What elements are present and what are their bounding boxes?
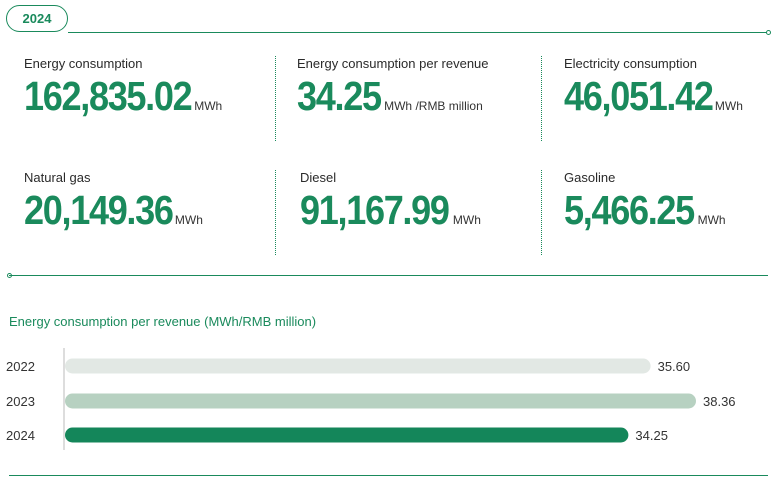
metric-unit: MWh [714, 99, 743, 113]
column-separator [275, 56, 276, 141]
category-label: 2023 [6, 394, 35, 409]
metric-value: 46,051.42 [564, 73, 714, 119]
top-divider-end-dot [766, 30, 771, 35]
bar [65, 393, 696, 409]
metric-label: Energy consumption [24, 56, 143, 71]
column-separator [541, 170, 542, 255]
bar [65, 427, 629, 443]
metric-value: 91,167.99 [300, 187, 450, 233]
bar [65, 358, 651, 374]
metric-label: Electricity consumption [564, 56, 697, 71]
metric-value: 34.25 [297, 73, 382, 119]
metric-energy-consumption: Energy consumption 162,835.02 MWh [24, 56, 222, 120]
metric-natural-gas: Natural gas 20,149.36 MWh [24, 170, 203, 234]
metric-gasoline: Gasoline 5,466.25 MWh [564, 170, 726, 234]
metric-unit: MWh [452, 213, 481, 227]
metric-energy-consumption-per-revenue: Energy consumption per revenue 34.25 MWh… [297, 56, 489, 120]
year-badge: 2024 [6, 5, 68, 32]
chart-title: Energy consumption per revenue (MWh/RMB … [9, 314, 317, 329]
category-label: 2022 [6, 359, 35, 374]
category-label: 2024 [6, 428, 35, 443]
metric-value: 162,835.02 [24, 73, 193, 119]
bar-chart: 2022 35.60 2023 38.36 2024 34.25 [6, 348, 736, 450]
value-label: 38.36 [703, 394, 736, 409]
value-label: 35.60 [658, 359, 691, 374]
metric-value: 20,149.36 [24, 187, 174, 233]
column-separator [275, 170, 276, 255]
top-divider [68, 32, 768, 33]
metric-unit: MWh /RMB million [384, 99, 483, 113]
metric-label: Natural gas [24, 170, 91, 185]
metric-label: Gasoline [564, 170, 616, 185]
value-label: 34.25 [635, 428, 668, 443]
mid-divider [9, 275, 768, 276]
metric-label: Diesel [300, 170, 337, 185]
metric-value: 5,466.25 [564, 187, 695, 233]
metric-unit: MWh [194, 99, 223, 113]
metric-unit: MWh [697, 213, 726, 227]
metric-electricity-consumption: Electricity consumption 46,051.42 MWh [564, 56, 743, 120]
metric-label: Energy consumption per revenue [297, 56, 489, 71]
column-separator [541, 56, 542, 141]
metric-unit: MWh [174, 213, 203, 227]
metric-diesel: Diesel 91,167.99 MWh [300, 170, 481, 234]
bottom-divider [9, 475, 768, 476]
